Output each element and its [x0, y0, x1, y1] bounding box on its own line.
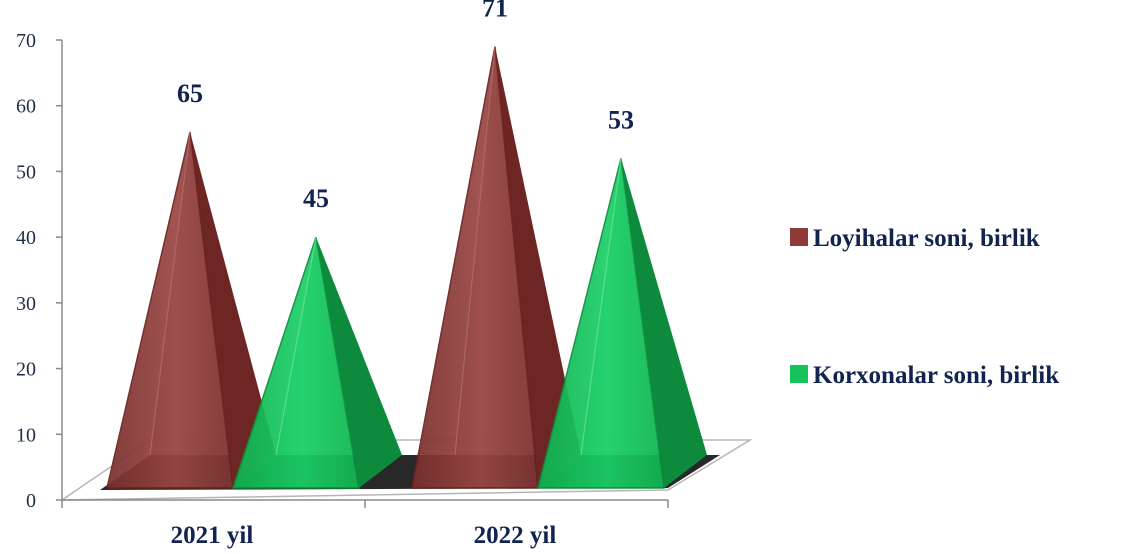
pyramid-side-face [495, 46, 581, 488]
legend-label: Korxonalar soni, birlik [813, 362, 1059, 389]
legend-swatch [790, 365, 808, 383]
pyramid-1-1 [537, 158, 707, 489]
y-tick-label: 70 [16, 30, 36, 52]
pyramid-side-face [621, 158, 707, 489]
y-tick-label: 10 [16, 424, 36, 446]
legend: Loyihalar soni, birlik Korxonalar soni, b… [790, 225, 1059, 389]
pyramid-edge [275, 237, 317, 456]
data-label: 45 [303, 184, 329, 213]
pyramid-edge [580, 158, 622, 456]
legend-label: Loyihalar soni, birlik [813, 225, 1040, 252]
y-axis-ticks: 0 10 20 30 40 50 60 70 [16, 30, 62, 512]
y-tick-label: 40 [16, 227, 36, 249]
pyramid-edge [149, 131, 191, 456]
pyramid-front-face [411, 46, 539, 489]
y-tick-label: 0 [26, 490, 36, 512]
legend-swatch [790, 228, 808, 246]
pyramid-series [106, 46, 707, 489]
y-tick-label: 20 [16, 359, 36, 381]
data-label: 53 [608, 105, 634, 134]
x-axis-ticks: 2021 yil 2022 yil [61, 500, 669, 549]
pyramid-front-face [106, 131, 234, 489]
y-tick-label: 60 [16, 96, 36, 118]
data-label: 71 [482, 0, 508, 23]
pyramid-front-face [231, 236, 360, 489]
y-tick-label: 30 [16, 293, 36, 315]
pyramid-0-0 [106, 131, 276, 489]
data-labels: 65 45 71 53 [177, 0, 634, 213]
x-category-label: 2021 yil [171, 522, 254, 549]
pyramid-front-face [537, 158, 665, 489]
pyramid-side-face [316, 237, 402, 488]
data-label: 65 [177, 79, 203, 108]
pyramid-side-face [190, 132, 276, 488]
pyramid-0-1 [411, 46, 581, 489]
x-category-label: 2022 yil [474, 522, 557, 549]
pyramid-edge [454, 46, 496, 456]
pyramid-1-0 [231, 236, 402, 489]
y-tick-label: 50 [16, 161, 36, 183]
